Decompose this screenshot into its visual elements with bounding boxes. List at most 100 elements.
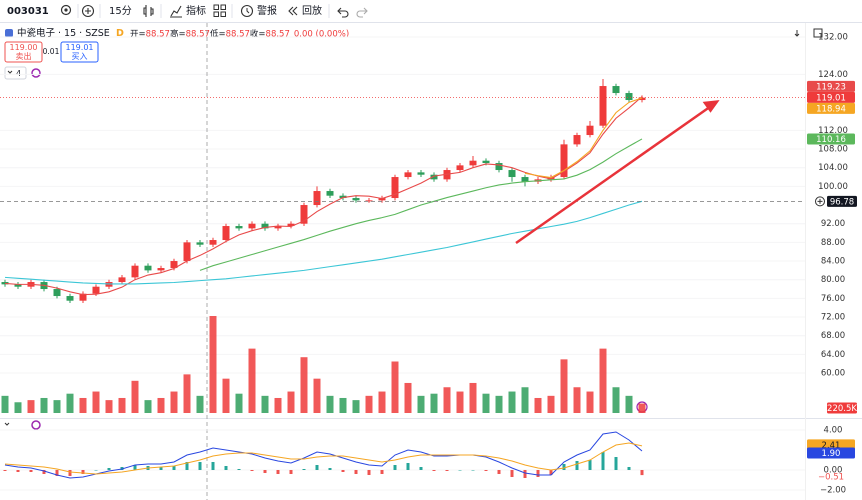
macd-histogram <box>250 470 254 471</box>
macd-histogram <box>315 465 319 470</box>
price-tag-label: 119.01 <box>816 93 846 103</box>
macd-settings[interactable] <box>31 420 41 430</box>
sell-price: 119.00 <box>10 43 38 52</box>
download-icon[interactable] <box>794 30 800 37</box>
alert-button[interactable]: 警报 <box>257 4 277 17</box>
undo[interactable] <box>337 7 349 18</box>
macd-histogram <box>211 462 215 470</box>
ohlc-part: 高= <box>170 28 186 39</box>
candle-body <box>170 261 178 269</box>
y-tick-label: −2.00 <box>820 486 846 496</box>
candle-body <box>339 195 347 199</box>
volume-bar <box>482 393 490 413</box>
price-tag-label: 110.16 <box>816 135 846 145</box>
y-tick-label: 60.00 <box>821 369 845 379</box>
price-tag-label: 1.90 <box>822 449 841 459</box>
volume-bar <box>456 391 464 413</box>
candle-body <box>196 242 204 245</box>
macd-histogram <box>276 470 280 474</box>
spread: 0.01 <box>43 47 60 56</box>
interval[interactable]: 15分 <box>109 5 132 17</box>
legend-flag: D <box>116 28 124 39</box>
y-tick-label: 88.00 <box>821 238 845 248</box>
volume-bar <box>495 395 503 413</box>
sell-button[interactable] <box>4 41 43 63</box>
candle-body <box>92 286 100 294</box>
macd-histogram <box>497 470 501 474</box>
candle-body <box>430 174 438 180</box>
volume-bar <box>209 316 217 413</box>
candle-body <box>157 268 165 271</box>
macd-histogram <box>224 466 228 470</box>
indicators-icon[interactable] <box>170 5 182 18</box>
y-tick-label: 132.00 <box>818 33 848 43</box>
volume-bar <box>560 359 568 413</box>
indicators-button[interactable]: 指标 <box>186 4 206 17</box>
volume-bar <box>79 397 87 413</box>
buy-price: 119.01 <box>66 43 94 52</box>
price-tag <box>807 447 855 459</box>
replay-icon[interactable] <box>288 6 298 16</box>
candle-body <box>53 289 61 297</box>
candle-body <box>625 93 633 101</box>
macd-histogram <box>237 469 241 470</box>
volume-bar <box>573 387 581 413</box>
candle-body <box>560 144 568 178</box>
add-symbol[interactable] <box>81 4 95 18</box>
candle-body <box>300 205 308 224</box>
volume-bar <box>1 395 9 413</box>
replay-button[interactable]: 回放 <box>302 4 322 17</box>
volume-bar <box>105 400 113 413</box>
redo[interactable] <box>356 7 368 18</box>
settings-icon[interactable] <box>31 68 41 78</box>
y-tick-label: 108.00 <box>818 145 848 155</box>
macd-histogram <box>614 457 618 470</box>
search-icon[interactable] <box>60 4 72 16</box>
ohlc-values: 开=88.57高=88.57低=88.57收=88.57 0.00 (0.00%) <box>130 28 349 39</box>
macd-histogram <box>380 470 384 474</box>
volume-bar <box>547 395 555 413</box>
symbol[interactable]: 003031 <box>7 6 49 17</box>
volume-bar <box>599 348 607 413</box>
candle-body <box>222 226 230 241</box>
candle-body <box>638 97 646 101</box>
macd-histogram <box>575 461 579 470</box>
y-tick-label: 84.00 <box>821 257 845 267</box>
plot: 132.00 124.00 112.00 108.00 104.00 100.00 92.0… <box>0 23 857 500</box>
macd-histogram <box>16 470 20 472</box>
buy-button[interactable] <box>60 41 99 63</box>
macd-histogram <box>562 464 566 470</box>
volume-bar <box>157 397 165 413</box>
macd-histogram <box>523 470 527 478</box>
price-tag <box>807 133 855 145</box>
macd-histogram <box>198 462 202 470</box>
macd-histogram <box>406 463 410 470</box>
y-tick-label: 124.00 <box>818 70 848 80</box>
volume-bar <box>508 391 516 413</box>
macd-histogram <box>354 470 358 474</box>
macd-histogram <box>172 466 176 470</box>
volume-bar <box>612 387 620 413</box>
layout-icon[interactable] <box>213 4 226 17</box>
candle-body <box>183 242 191 262</box>
macd-histogram <box>133 465 137 470</box>
candle-body <box>612 86 620 94</box>
volume-bar <box>313 378 321 413</box>
ohlc-part: 88.57 <box>186 29 210 39</box>
alert-icon[interactable] <box>240 4 254 18</box>
y-tick-label: 76.00 <box>821 294 845 304</box>
fullscreen-icon[interactable] <box>813 28 823 38</box>
macd-line <box>4 431 643 479</box>
macd-histogram <box>471 470 475 471</box>
moving-average <box>524 97 643 179</box>
macd-histogram <box>81 470 85 474</box>
candle-body <box>79 293 87 301</box>
chart-type-icon[interactable] <box>143 5 154 17</box>
indicator-toggle[interactable] <box>4 66 27 80</box>
volume-bar <box>40 397 48 413</box>
macd-histogram <box>536 470 540 477</box>
macd-histogram <box>432 470 436 471</box>
candle-body <box>404 172 412 178</box>
macd-line <box>4 442 643 475</box>
candle-body <box>248 223 256 229</box>
